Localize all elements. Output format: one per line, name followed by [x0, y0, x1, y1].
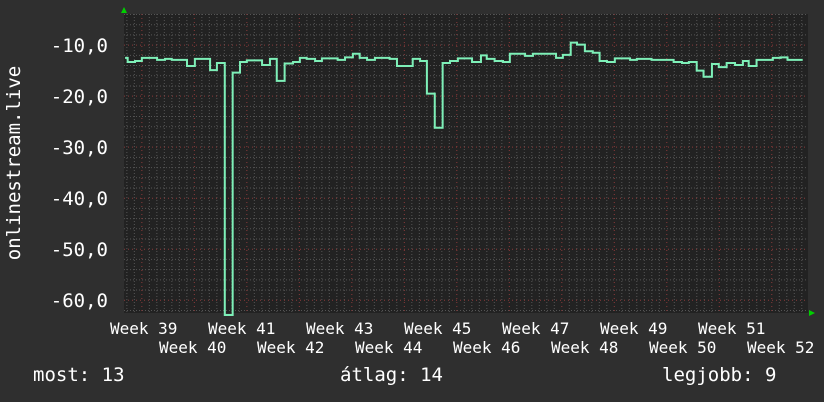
series-line — [125, 41, 803, 316]
legend-best: legjobb: 9 — [662, 364, 777, 386]
x-tick-label: Week 39 — [110, 319, 177, 338]
x-tick-label: Week 48 — [551, 338, 618, 357]
x-tick-label: Week 50 — [649, 338, 716, 357]
y-tick-label: -40,0 — [51, 188, 108, 210]
x-axis-arrow-icon — [809, 310, 815, 316]
y-tick-label: -60,0 — [51, 290, 108, 312]
x-tick-label: Week 46 — [453, 338, 520, 357]
x-tick-label: Week 45 — [404, 319, 471, 338]
y-tick-label: -50,0 — [51, 239, 108, 261]
x-tick-label: Week 40 — [159, 338, 226, 357]
x-tick-label: Week 49 — [600, 319, 667, 338]
y-tick-label: -20,0 — [51, 86, 108, 108]
x-tick-label: Week 51 — [698, 319, 765, 338]
y-axis-ticks: -10,0 -20,0 -30,0 -40,0 -50,0 -60,0 — [51, 35, 108, 312]
x-tick-label: Week 44 — [355, 338, 422, 357]
legend-current: most: 13 — [33, 364, 125, 386]
x-tick-label: Week 43 — [306, 319, 373, 338]
y-tick-label: -10,0 — [51, 35, 108, 57]
y-tick-label: -30,0 — [51, 137, 108, 159]
x-tick-label: Week 42 — [257, 338, 324, 357]
y-axis-label: onlinestream.live — [3, 66, 25, 260]
y-axis-arrow-icon — [121, 7, 127, 13]
x-tick-label: Week 41 — [208, 319, 275, 338]
plot-area — [124, 14, 808, 313]
grid — [124, 14, 808, 313]
legend-average: átlag: 14 — [340, 364, 443, 386]
x-tick-label: Week 47 — [502, 319, 569, 338]
x-tick-label: Week 52 — [747, 338, 814, 357]
